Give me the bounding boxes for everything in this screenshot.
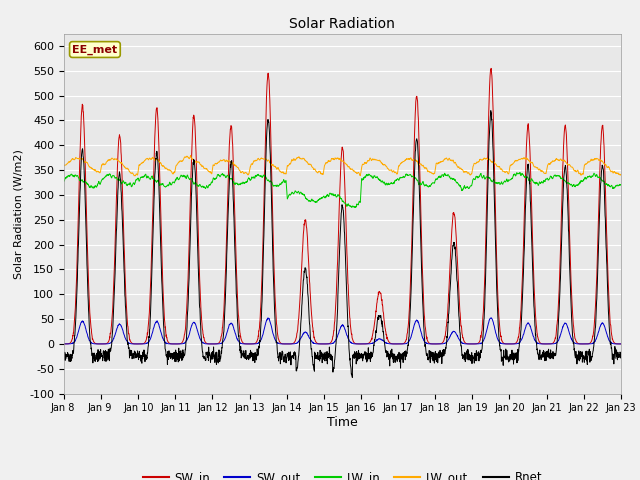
LW_out xyxy=(60,163,68,168)
LW_in xyxy=(351,204,359,210)
SW_in xyxy=(487,65,495,71)
SW_out xyxy=(584,341,591,347)
X-axis label: Time: Time xyxy=(327,416,358,429)
Legend: SW_in, SW_out, LW_in, LW_out, Rnet: SW_in, SW_out, LW_in, LW_out, Rnet xyxy=(138,466,547,480)
LW_out xyxy=(568,164,576,170)
SW_out xyxy=(617,341,625,347)
Rnet xyxy=(505,359,513,365)
SW_out xyxy=(488,315,495,321)
Line: SW_in: SW_in xyxy=(64,68,621,344)
LW_in xyxy=(216,172,223,178)
LW_in xyxy=(568,183,576,189)
Rnet xyxy=(371,337,379,343)
Text: EE_met: EE_met xyxy=(72,44,118,55)
LW_out xyxy=(216,158,223,164)
LW_out xyxy=(187,153,195,158)
Rnet xyxy=(60,350,68,356)
Rnet xyxy=(216,354,223,360)
SW_out xyxy=(359,341,367,347)
SW_in xyxy=(584,341,591,347)
Rnet xyxy=(359,358,367,364)
LW_in xyxy=(371,173,379,179)
Line: LW_in: LW_in xyxy=(64,172,621,207)
SW_out xyxy=(568,337,576,343)
LW_out xyxy=(584,160,591,166)
LW_in xyxy=(60,179,68,184)
SW_in xyxy=(359,341,367,347)
Line: SW_out: SW_out xyxy=(64,318,621,344)
SW_out xyxy=(505,341,513,347)
LW_in xyxy=(617,182,625,188)
LW_in xyxy=(516,169,524,175)
SW_out xyxy=(216,341,223,347)
SW_in xyxy=(617,341,625,347)
SW_in xyxy=(216,340,223,346)
SW_out xyxy=(60,341,68,347)
LW_out xyxy=(617,172,625,178)
LW_in xyxy=(584,174,591,180)
SW_out xyxy=(357,341,365,347)
Line: LW_out: LW_out xyxy=(64,156,621,176)
LW_in xyxy=(359,177,367,183)
SW_in xyxy=(505,341,513,347)
Line: Rnet: Rnet xyxy=(64,110,621,377)
Y-axis label: Solar Radiation (W/m2): Solar Radiation (W/m2) xyxy=(13,149,24,278)
Rnet xyxy=(617,355,625,361)
SW_in xyxy=(357,341,365,347)
LW_out xyxy=(359,161,367,167)
SW_in xyxy=(568,301,576,307)
Rnet xyxy=(487,108,495,113)
Rnet xyxy=(568,324,576,330)
LW_out xyxy=(505,171,513,177)
SW_in xyxy=(60,341,68,347)
Title: Solar Radiation: Solar Radiation xyxy=(289,17,396,31)
SW_out xyxy=(371,338,379,344)
SW_in xyxy=(371,318,379,324)
LW_out xyxy=(371,156,379,162)
Rnet xyxy=(584,357,591,363)
LW_in xyxy=(504,177,512,183)
LW_out xyxy=(131,173,139,179)
Rnet xyxy=(349,374,356,380)
